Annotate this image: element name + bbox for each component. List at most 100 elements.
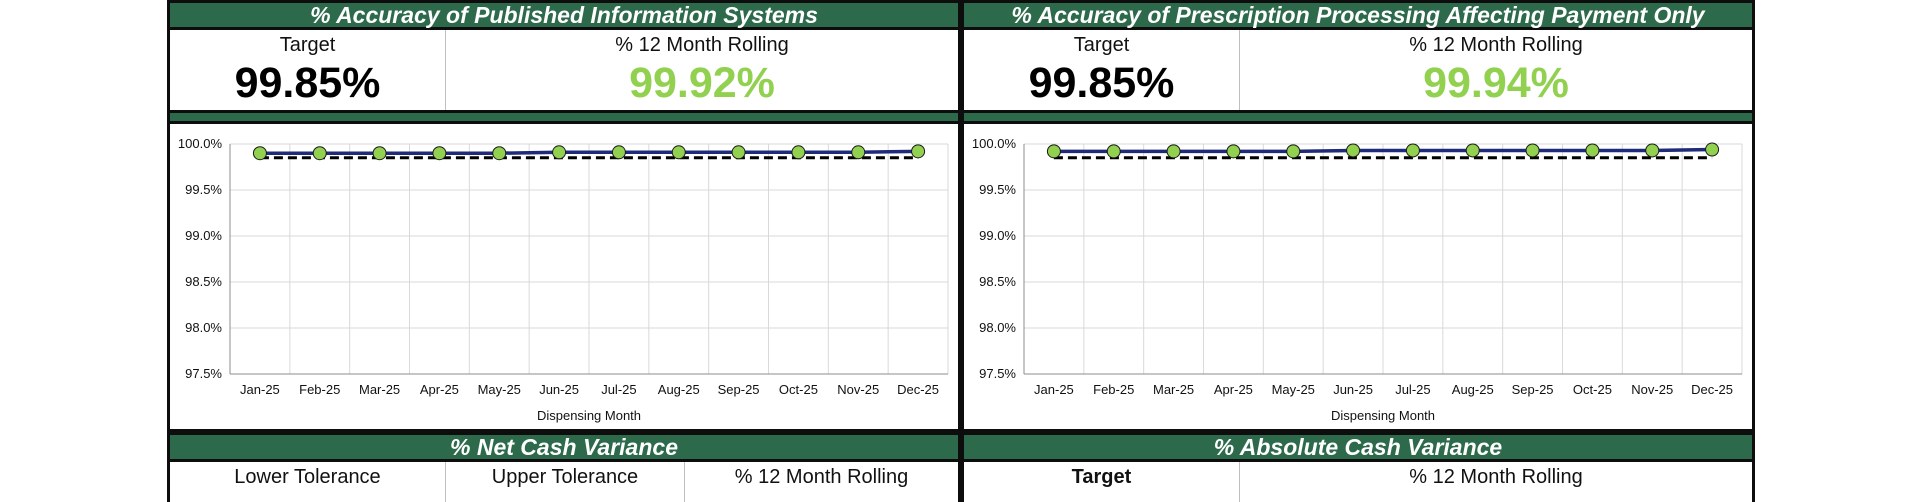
chart-box: 97.5% 98.0% 98.5% 99.0% 99.5% 100.0% Jan-25 Feb…: [167, 121, 961, 432]
x-tick-label: Nov-25: [1631, 382, 1673, 397]
x-tick-label: Jul-25: [1395, 382, 1430, 397]
bottom-kpi-row: Target % 12 Month Rolling: [961, 462, 1755, 502]
upper-tolerance-cell: Upper Tolerance: [445, 462, 684, 502]
x-tick-label: Dec-25: [897, 382, 939, 397]
data-point-marker: [1645, 143, 1660, 158]
data-point-marker: [372, 146, 387, 161]
target-value: 99.85%: [1028, 59, 1175, 107]
x-tick-label: Aug-25: [1452, 382, 1494, 397]
line-chart: 97.5% 98.0% 98.5% 99.0% 99.5% 100.0% Jan-25 Feb…: [178, 136, 949, 423]
panel-title: % Accuracy of Published Information Syst…: [167, 0, 961, 30]
y-tick-label: 97.5%: [979, 366, 1016, 381]
data-point-marker: [492, 146, 507, 161]
rolling-cell: % 12 Month Rolling 99.94%: [1239, 30, 1752, 110]
x-tick-label: Feb-25: [299, 382, 340, 397]
data-point-marker: [611, 145, 626, 160]
divider-band: [961, 113, 1755, 121]
y-tick-label: 100.0%: [178, 136, 223, 151]
target-cell: Target: [964, 462, 1239, 502]
data-point-marker: [432, 146, 447, 161]
x-tick-label: Feb-25: [1093, 382, 1134, 397]
data-point-marker: [911, 144, 926, 159]
x-tick-label: May-25: [1272, 382, 1315, 397]
data-point-marker: [1166, 144, 1181, 159]
x-tick-label: Jun-25: [539, 382, 579, 397]
rolling-cell: % 12 Month Rolling 99.92%: [445, 30, 958, 110]
x-tick-label: Jan-25: [1034, 382, 1074, 397]
bottom-kpi-row: Lower Tolerance Upper Tolerance % 12 Mon…: [167, 462, 961, 502]
x-tick-label: Oct-25: [779, 382, 818, 397]
panel-published-info-accuracy: % Accuracy of Published Information Syst…: [167, 0, 961, 502]
x-tick-label: Jul-25: [601, 382, 636, 397]
y-tick-label: 99.0%: [979, 228, 1016, 243]
x-tick-label: Dec-25: [1691, 382, 1733, 397]
rolling-label: % 12 Month Rolling: [1409, 466, 1583, 488]
target-cell: Target 99.85%: [964, 30, 1239, 110]
panel-title-text: % Accuracy of Published Information Syst…: [310, 1, 818, 28]
x-tick-label: Apr-25: [1214, 382, 1253, 397]
rolling-label: % 12 Month Rolling: [1409, 34, 1583, 56]
data-point-marker: [671, 145, 686, 160]
y-tick-label: 98.0%: [979, 320, 1016, 335]
x-tick-label: May-25: [478, 382, 521, 397]
data-point-marker: [851, 145, 866, 160]
divider-band: [167, 113, 961, 121]
y-tick-label: 97.5%: [185, 366, 222, 381]
data-point-marker: [1286, 144, 1301, 159]
target-label: Target: [279, 34, 336, 56]
target-label: Target: [1073, 34, 1130, 56]
line-chart: 97.5% 98.0% 98.5% 99.0% 99.5% 100.0% Jan-25 Feb…: [972, 136, 1743, 423]
panel-title-text: % Accuracy of Prescription Processing Af…: [1011, 1, 1705, 28]
x-tick-label: Oct-25: [1573, 382, 1612, 397]
panel-prescription-processing-accuracy: % Accuracy of Prescription Processing Af…: [961, 0, 1755, 502]
bottom-panel-title-text: % Absolute Cash Variance: [1213, 433, 1503, 460]
x-tick-label: Mar-25: [1153, 382, 1194, 397]
chart-box: 97.5% 98.0% 98.5% 99.0% 99.5% 100.0% Jan-25 Feb…: [961, 121, 1755, 432]
y-tick-label: 99.5%: [185, 182, 222, 197]
lower-tolerance-label: Lower Tolerance: [234, 466, 381, 488]
data-point-marker: [1705, 142, 1720, 157]
data-point-marker: [312, 146, 327, 161]
y-tick-label: 98.0%: [185, 320, 222, 335]
data-point-marker: [1405, 143, 1420, 158]
data-point-marker: [1585, 143, 1600, 158]
target-value: 99.85%: [234, 59, 381, 107]
x-tick-label: Apr-25: [420, 382, 459, 397]
target-label: Target: [1071, 466, 1132, 488]
x-tick-label: Jan-25: [240, 382, 280, 397]
data-point-marker: [731, 145, 746, 160]
x-tick-label: Mar-25: [359, 382, 400, 397]
x-tick-label: Aug-25: [658, 382, 700, 397]
x-tick-label: Jun-25: [1333, 382, 1373, 397]
data-point-marker: [252, 146, 267, 161]
upper-tolerance-label: Upper Tolerance: [491, 466, 639, 488]
rolling-label: % 12 Month Rolling: [734, 466, 909, 488]
target-cell: Target 99.85%: [170, 30, 445, 110]
y-tick-label: 98.5%: [185, 274, 222, 289]
rolling-value: 99.92%: [629, 59, 775, 107]
kpi-row: Target 99.85% % 12 Month Rolling 99.92%: [167, 30, 961, 113]
bottom-panel-title: % Net Cash Variance: [167, 432, 961, 462]
x-axis-title: Dispensing Month: [537, 408, 641, 423]
x-tick-label: Nov-25: [837, 382, 879, 397]
y-tick-label: 99.5%: [979, 182, 1016, 197]
x-tick-label: Sep-25: [1512, 382, 1554, 397]
y-tick-label: 98.5%: [979, 274, 1016, 289]
lower-tolerance-cell: Lower Tolerance: [170, 462, 445, 502]
panel-title: % Accuracy of Prescription Processing Af…: [961, 0, 1755, 30]
bottom-panel-title-text: % Net Cash Variance: [450, 433, 678, 460]
rolling-label: % 12 Month Rolling: [615, 34, 789, 56]
data-point-marker: [1106, 144, 1121, 159]
data-point-marker: [552, 145, 567, 160]
actual-line: [1053, 147, 1713, 154]
y-tick-label: 100.0%: [972, 136, 1017, 151]
data-point-marker: [1046, 144, 1061, 159]
bottom-panel-title: % Absolute Cash Variance: [961, 432, 1755, 462]
x-tick-label: Sep-25: [718, 382, 760, 397]
actual-line: [259, 149, 919, 155]
data-point-marker: [1346, 143, 1361, 158]
data-point-marker: [1465, 143, 1480, 158]
rolling-cell: % 12 Month Rolling: [1239, 462, 1752, 502]
x-axis-title: Dispensing Month: [1331, 408, 1435, 423]
data-point-marker: [791, 145, 806, 160]
